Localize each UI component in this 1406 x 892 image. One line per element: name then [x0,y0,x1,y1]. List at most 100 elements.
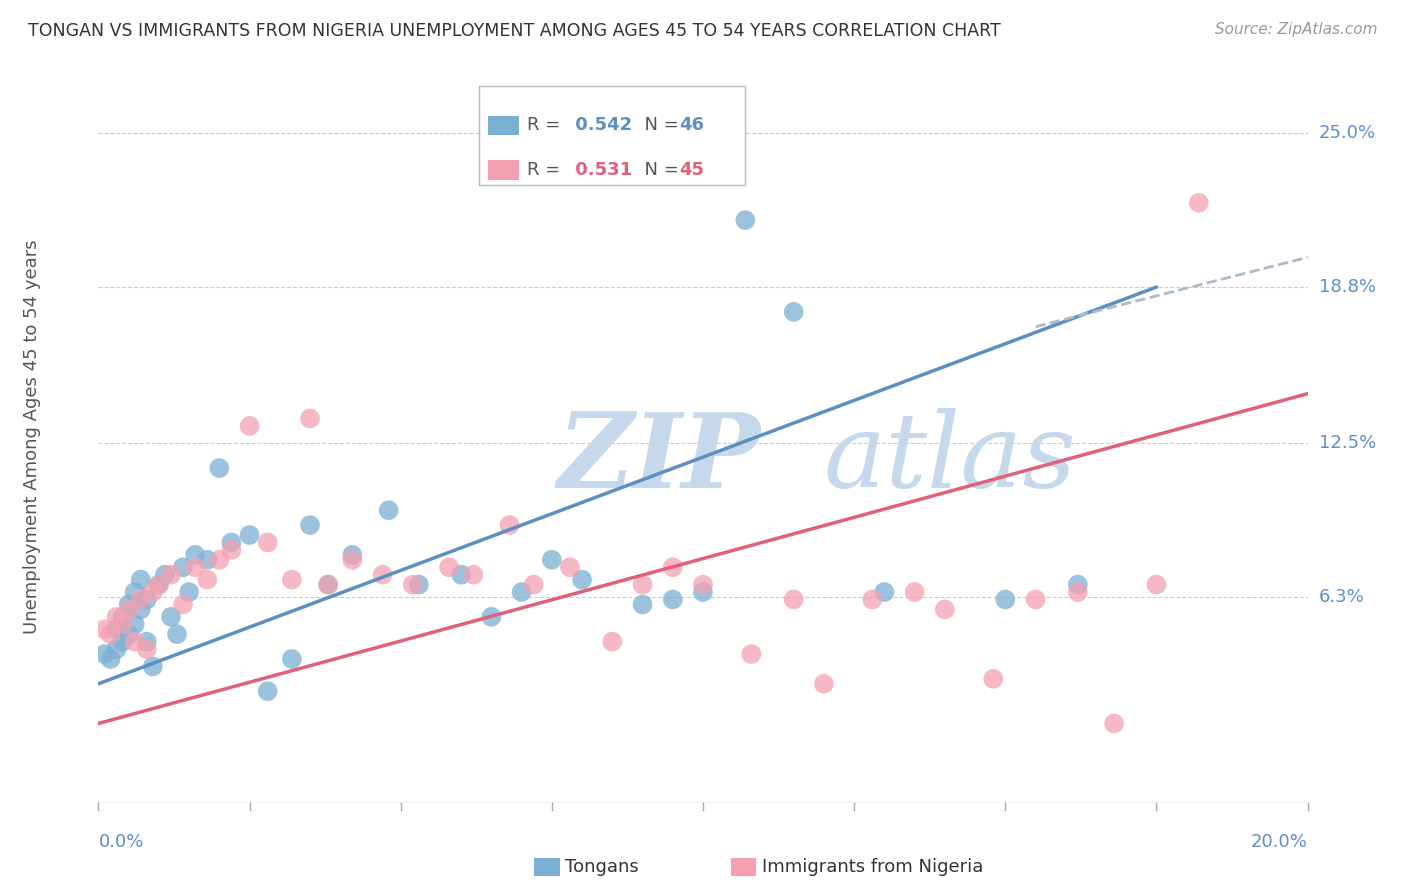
Point [371,567,394,582]
Text: 45: 45 [679,161,704,179]
Point [602,634,624,648]
Point [239,418,262,433]
Point [160,610,183,624]
Point [981,672,1004,686]
Point [177,585,201,599]
Point [100,627,122,641]
Point [813,677,835,691]
Point [281,573,304,587]
Point [111,617,134,632]
Text: 0.531: 0.531 [569,161,633,179]
Point [135,592,157,607]
Point [184,560,207,574]
Point [631,577,654,591]
Point [661,592,683,607]
Point [316,577,339,591]
Point [299,518,322,533]
Point [904,585,927,599]
Text: Tongans: Tongans [565,858,638,876]
Point [166,627,188,641]
Point [195,573,218,587]
Point [124,585,146,599]
Text: N =: N = [633,117,685,135]
Point [153,567,176,582]
Point [498,518,520,533]
Point [1188,195,1211,210]
Text: 0.542: 0.542 [569,117,633,135]
Point [316,577,339,591]
Point [208,553,231,567]
Point [118,598,141,612]
Point [377,503,399,517]
Point [142,585,165,599]
Point [195,553,218,567]
Text: ZIP: ZIP [558,409,761,509]
Point [782,592,804,607]
Point [184,548,207,562]
Point [105,642,128,657]
Point [256,535,278,549]
Text: 12.5%: 12.5% [1319,434,1376,452]
Point [135,634,157,648]
Point [148,577,170,591]
Point [540,553,562,567]
Text: atlas: atlas [824,409,1077,509]
Text: 20.0%: 20.0% [1251,832,1308,851]
Point [631,598,654,612]
Point [450,567,472,582]
Text: 0.0%: 0.0% [98,832,143,851]
Point [437,560,460,574]
Point [221,535,243,549]
Point [100,652,122,666]
Text: Immigrants from Nigeria: Immigrants from Nigeria [762,858,983,876]
Point [129,592,152,607]
Point [1067,577,1090,591]
Point [93,622,115,636]
Point [692,585,714,599]
Point [256,684,278,698]
Point [299,411,322,425]
Point [342,553,364,567]
Point [135,642,157,657]
Point [105,622,128,636]
Text: R =: R = [527,161,567,179]
Point [1067,585,1090,599]
Point [281,652,304,666]
Point [558,560,581,574]
Text: 18.8%: 18.8% [1319,278,1375,296]
Text: N =: N = [633,161,685,179]
Point [148,577,170,591]
Text: 6.3%: 6.3% [1319,588,1364,606]
Point [342,548,364,562]
Text: TONGAN VS IMMIGRANTS FROM NIGERIA UNEMPLOYMENT AMONG AGES 45 TO 54 YEARS CORRELA: TONGAN VS IMMIGRANTS FROM NIGERIA UNEMPL… [28,22,1001,40]
Point [860,592,883,607]
Point [208,461,231,475]
Point [1144,577,1167,591]
Point [1024,592,1046,607]
Point [142,659,165,673]
Point [1102,716,1125,731]
Point [118,627,141,641]
Point [239,528,262,542]
Point [734,213,756,227]
Text: Source: ZipAtlas.com: Source: ZipAtlas.com [1215,22,1378,37]
Point [124,617,146,632]
Point [782,305,804,319]
Point [111,634,134,648]
Point [463,567,485,582]
Point [510,585,533,599]
Point [172,560,194,574]
Text: Unemployment Among Ages 45 to 54 years: Unemployment Among Ages 45 to 54 years [22,240,41,634]
Point [160,567,183,582]
Point [994,592,1017,607]
Point [221,542,243,557]
Point [129,602,152,616]
Text: 25.0%: 25.0% [1319,124,1376,143]
Point [105,610,128,624]
Point [934,602,956,616]
Point [172,598,194,612]
Point [481,610,503,624]
Point [408,577,430,591]
Point [129,573,152,587]
Point [118,602,141,616]
